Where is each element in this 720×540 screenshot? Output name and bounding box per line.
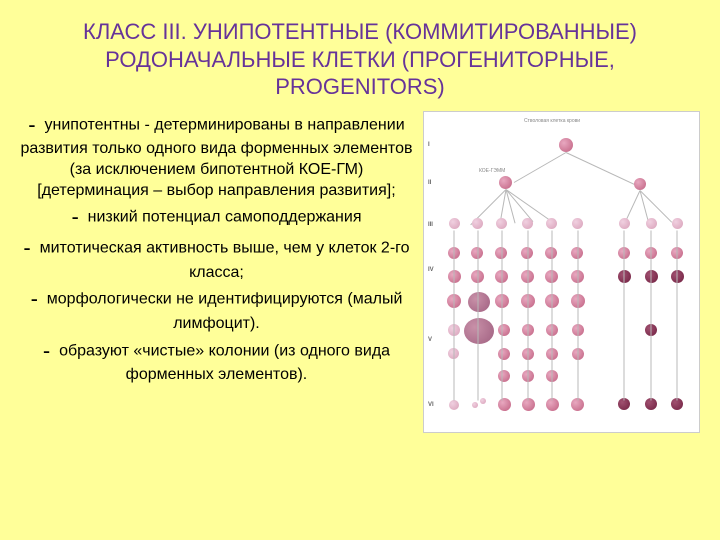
bullet-text: низкий потенциал самоподдержания xyxy=(88,209,362,226)
diagram-header: Стволовая клетка крови xyxy=(524,118,580,124)
bullet-text: морфологически не идентифицируются (малы… xyxy=(47,291,403,332)
cell-icon xyxy=(546,218,557,229)
cell-icon xyxy=(468,292,490,312)
cell-icon xyxy=(559,138,573,152)
bullet-item: - низкий потенциал самоподдержания xyxy=(20,203,413,232)
cell-icon xyxy=(498,398,511,411)
bullet-text: унипотентны - детерминированы в направле… xyxy=(20,116,412,199)
dash-icon: - xyxy=(31,286,38,311)
line-icon xyxy=(625,190,641,222)
cell-icon xyxy=(498,324,510,336)
cell-icon xyxy=(634,178,646,190)
bullet-item: - митотическая активность выше, чем у кл… xyxy=(20,234,413,283)
bullet-text: образуют «чистые» колонии (из одного вид… xyxy=(59,342,390,383)
slide-title: КЛАСС III. УНИПОТЕНТНЫЕ (КОММИТИРОВАННЫЕ… xyxy=(0,0,720,111)
bullet-item: - морфологически не идентифицируются (ма… xyxy=(20,285,413,334)
content-row: - унипотентны - детерминированы в направ… xyxy=(0,111,720,433)
cell-icon xyxy=(480,398,486,404)
line-icon xyxy=(623,230,624,400)
line-icon xyxy=(676,230,677,400)
cell-icon xyxy=(672,218,683,229)
row-label: III xyxy=(428,222,433,228)
cell-icon xyxy=(498,348,510,360)
line-icon xyxy=(453,230,454,400)
cell-icon xyxy=(472,218,483,229)
line-icon xyxy=(551,230,552,400)
bullet-item: - образуют «чистые» колонии (из одного в… xyxy=(20,337,413,386)
bullet-text: митотическая активность выше, чем у клет… xyxy=(40,240,410,281)
dash-icon: - xyxy=(43,338,50,363)
line-icon xyxy=(527,230,528,400)
line-icon xyxy=(577,230,578,400)
line-icon xyxy=(650,230,651,400)
dash-icon: - xyxy=(23,235,30,260)
row-label: VI xyxy=(428,402,434,408)
cell-icon xyxy=(498,370,510,382)
row-label: V xyxy=(428,337,432,343)
cell-icon xyxy=(472,402,478,408)
row-label: IV xyxy=(428,267,434,273)
cell-icon xyxy=(464,318,494,344)
row-label: II xyxy=(428,180,431,186)
cell-icon xyxy=(619,218,630,229)
hematopoiesis-diagram: I II III IV V VI Стволовая клетка крови … xyxy=(423,111,700,433)
cell-icon xyxy=(449,218,460,229)
cell-icon xyxy=(522,218,533,229)
line-icon xyxy=(477,230,478,400)
line-icon xyxy=(501,230,502,400)
cell-icon xyxy=(496,218,507,229)
cell-icon xyxy=(499,176,512,189)
row-label: I xyxy=(428,142,430,148)
bullet-list: - унипотентны - детерминированы в направ… xyxy=(20,111,423,433)
cell-icon xyxy=(449,400,459,410)
dash-icon: - xyxy=(71,204,78,229)
line-icon xyxy=(566,152,639,187)
cell-icon xyxy=(572,218,583,229)
cell-icon xyxy=(646,218,657,229)
cell-label: КОЕ-ГЭММ xyxy=(479,168,505,174)
bullet-item: - унипотентны - детерминированы в направ… xyxy=(20,111,413,202)
line-icon xyxy=(514,152,566,183)
dash-icon: - xyxy=(28,112,35,137)
